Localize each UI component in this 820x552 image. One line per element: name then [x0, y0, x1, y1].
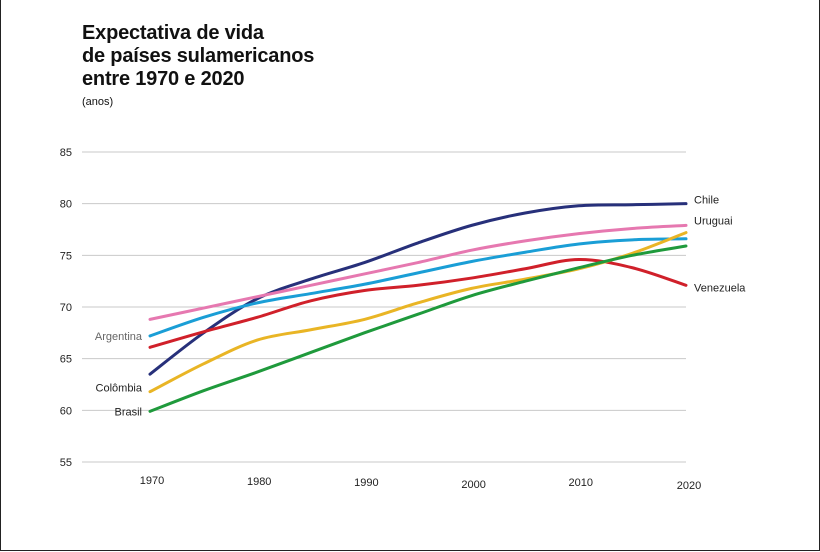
chart-title: Expectativa de vida de países sulamerica…	[82, 22, 482, 91]
y-tick-label: 80	[60, 199, 72, 211]
title-line-1: Expectativa de vida	[82, 22, 264, 44]
y-tick-label: 60	[60, 405, 72, 417]
series-label-chile: Chile	[694, 195, 719, 207]
y-tick-label: 75	[60, 250, 72, 262]
title-line-2: de países sulamericanos	[82, 45, 315, 67]
series-label-venezuela: Venezuela	[694, 282, 746, 294]
x-tick-label: 2020	[677, 480, 701, 492]
series-label-brasil: Brasil	[114, 406, 142, 418]
y-tick-label: 85	[60, 147, 72, 159]
x-tick-label: 1970	[140, 475, 164, 487]
series-line-colombia	[148, 231, 688, 394]
series-line-argentina	[148, 237, 688, 338]
series-label-colombia: Colômbia	[96, 383, 143, 395]
x-tick-label: 1980	[247, 476, 271, 488]
series-lines	[148, 202, 688, 413]
x-axis-ticks: 1970 1980 1990 2000 2010 2020	[140, 475, 701, 492]
y-axis-ticks: 55 60 65 70 75 80 85	[60, 147, 72, 469]
series-line-brasil	[148, 244, 688, 413]
y-axis-unit-label: (anos)	[82, 96, 114, 108]
y-tick-label: 55	[60, 457, 72, 469]
gridlines	[82, 151, 686, 463]
series-line-uruguai	[148, 223, 688, 321]
title-line-3: entre 1970 e 2020	[82, 68, 245, 90]
y-tick-label: 65	[60, 354, 72, 366]
x-tick-label: 2010	[569, 477, 593, 489]
series-labels: Chile Uruguai Argentina Venezuela Colômbia Br…	[95, 195, 746, 419]
series-line-venezuela	[148, 257, 688, 349]
y-tick-label: 70	[60, 302, 72, 314]
series-label-uruguai: Uruguai	[694, 215, 733, 227]
series-label-argentina: Argentina	[95, 331, 143, 343]
series-line-chile	[148, 202, 688, 376]
x-tick-label: 1990	[354, 477, 378, 489]
x-tick-label: 2000	[461, 479, 485, 491]
